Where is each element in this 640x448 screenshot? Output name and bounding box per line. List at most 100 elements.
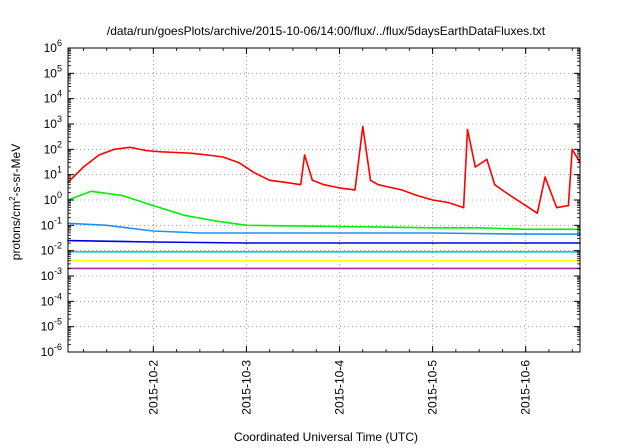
data-point (152, 267, 155, 270)
data-point (160, 151, 162, 153)
y-tick-base: 10 (41, 218, 55, 232)
data-point (509, 194, 512, 197)
data-point (524, 267, 527, 270)
data-point (303, 154, 306, 156)
data-point (462, 206, 465, 209)
data-point (431, 232, 434, 234)
data-point (338, 232, 341, 234)
y-tick-label: 10-6 (41, 342, 62, 359)
data-point (90, 190, 93, 193)
data-point (113, 148, 116, 151)
data-point (106, 224, 108, 227)
data-point (431, 259, 434, 262)
data-point (191, 152, 193, 155)
data-point (245, 259, 248, 262)
data-point (338, 187, 341, 189)
data-point (152, 251, 155, 253)
y-tick-exponent: 3 (57, 114, 62, 124)
y-tick-label: 10-3 (41, 266, 62, 283)
data-point (369, 179, 372, 182)
y-axis-label-post: -s-sr-MeV (9, 144, 23, 197)
data-point (129, 146, 131, 149)
data-point (524, 242, 527, 244)
x-tick-label: 2015-10-3 (239, 360, 253, 415)
data-point (416, 194, 418, 197)
y-tick-label: 10-2 (41, 241, 62, 258)
data-point (431, 227, 434, 229)
y-tick-base: 10 (44, 92, 58, 106)
data-point (245, 251, 248, 253)
y-tick-base: 10 (44, 168, 58, 182)
data-point (493, 183, 496, 186)
data-point (474, 166, 477, 168)
y-tick-label: 101 (44, 165, 62, 182)
data-point (245, 224, 248, 227)
x-axis: 2015-10-2 2015-10-3 2015-10-4 2015-10-5 2015… (83, 48, 573, 415)
data-point (431, 267, 434, 270)
data-point (152, 204, 155, 207)
data-point (268, 179, 271, 182)
y-axis-label: protons/cm2-s-sr-MeV (8, 144, 23, 260)
y-tick-exponent: -2 (54, 241, 62, 251)
data-point (567, 204, 570, 207)
data-point (478, 227, 481, 229)
data-point (338, 251, 341, 253)
y-tick-base: 10 (44, 41, 58, 55)
y-tick-label: 10-1 (41, 215, 62, 232)
data-point (338, 259, 341, 262)
x-axis-label: Coordinated Universal Time (UTC) (234, 430, 418, 444)
data-point (524, 251, 527, 253)
y-tick-base: 10 (41, 244, 55, 258)
y-tick-label: 10-5 (41, 317, 62, 334)
data-point (144, 149, 147, 152)
data-point (98, 154, 100, 156)
y-axis-label-sup: 2 (8, 196, 17, 201)
data-point (466, 128, 469, 131)
y-tick-label: 103 (44, 114, 62, 131)
data-point (555, 206, 558, 209)
data-point (431, 251, 434, 253)
y-tick-label: 10-4 (41, 291, 62, 308)
data-point (245, 232, 248, 234)
data-point (206, 154, 209, 156)
y-tick-base: 10 (44, 117, 58, 131)
y-tick-base: 10 (44, 193, 58, 207)
y-tick-exponent: -3 (54, 266, 62, 276)
data-point (152, 230, 155, 232)
y-tick-exponent: -1 (54, 215, 62, 225)
data-point (524, 233, 527, 235)
data-point (377, 183, 380, 186)
y-tick-base: 10 (41, 320, 55, 334)
data-point (400, 189, 403, 191)
y-tick-base: 10 (44, 142, 58, 156)
data-point (338, 267, 341, 270)
y-tick-label: 102 (44, 139, 62, 156)
y-tick-exponent: 2 (57, 139, 62, 149)
data-point (311, 179, 314, 182)
y-tick-exponent: 0 (57, 190, 62, 200)
data-point (544, 176, 546, 178)
y-tick-exponent: -6 (54, 342, 62, 352)
y-tick-exponent: -4 (54, 291, 62, 301)
data-point (338, 225, 341, 228)
data-point (431, 242, 434, 244)
data-point (121, 194, 124, 197)
y-tick-exponent: 5 (57, 63, 62, 73)
data-point (431, 199, 434, 201)
data-point (524, 259, 527, 262)
data-point (222, 156, 224, 158)
y-axis: 10-610-510-410-310-210-11001011021031041… (41, 38, 580, 359)
y-tick-label: 105 (44, 63, 62, 80)
y-tick-label: 104 (44, 89, 62, 106)
grid-lines (68, 48, 580, 352)
data-point (362, 125, 364, 128)
data-point (323, 183, 325, 186)
y-tick-base: 10 (41, 345, 55, 359)
x-tick-label: 2015-10-2 (146, 360, 160, 415)
data-point (199, 232, 201, 234)
y-tick-exponent: 4 (57, 89, 62, 99)
x-tick-label: 2015-10-5 (426, 360, 440, 415)
x-tick-label: 2015-10-4 (333, 360, 347, 415)
